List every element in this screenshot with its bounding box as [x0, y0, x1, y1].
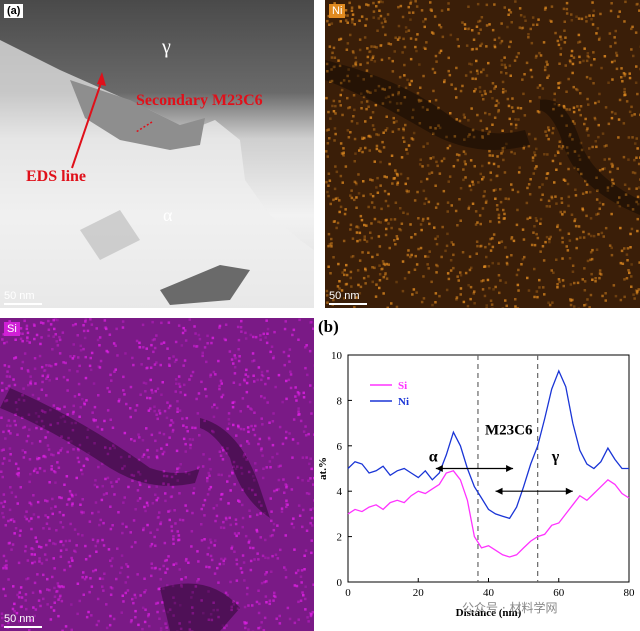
- y-tick-label: 0: [337, 577, 343, 589]
- y-tick-label: 6: [337, 441, 343, 453]
- gamma-region-arrow: [495, 487, 573, 495]
- tem-secondary-label: Secondary M23C6: [136, 92, 263, 109]
- si-tag: Si: [4, 322, 20, 336]
- tem-image: [0, 40, 314, 308]
- eds-profile-chart: (b) 0 20 40 60 80 0 2 4 6 8 10 Distance (nm) at.% Si Ni…: [314, 310, 640, 631]
- y-tick-label: 4: [337, 486, 343, 498]
- legend-label-ni: Ni: [398, 396, 409, 408]
- alpha-region-label: α: [429, 449, 438, 466]
- y-tick-label: 8: [337, 395, 343, 407]
- panel-b-label: (b): [318, 317, 339, 336]
- x-axis-label: Distance (nm): [456, 607, 522, 619]
- x-tick-label: 40: [483, 587, 495, 599]
- scale-bar-label-a: 50 nm: [4, 290, 35, 302]
- series-line-si: [347, 470, 630, 558]
- ni-tag: Ni: [329, 4, 346, 18]
- y-axis-label: at.%: [317, 457, 329, 480]
- ni-map: [325, 0, 640, 308]
- si-map-panel: Si 50 nm: [0, 318, 314, 631]
- alpha-region-arrow: [435, 465, 514, 472]
- gamma-region-label: γ: [551, 449, 560, 466]
- x-tick-label: 60: [553, 587, 565, 599]
- eds-arrow: [71, 72, 153, 169]
- chart-svg: (b) 0 20 40 60 80 0 2 4 6 8 10 Distance (nm) at.% Si Ni…: [317, 317, 636, 619]
- x-tick-label: 20: [413, 587, 425, 599]
- scale-bar-label-ni: 50 nm: [329, 290, 360, 302]
- si-map: [0, 318, 314, 631]
- tem-eds-line-label: EDS line: [26, 168, 87, 185]
- tem-gamma-label: γ: [162, 36, 171, 58]
- legend-label-si: Si: [398, 380, 407, 392]
- watermark: 公众号 · 材料学网: [462, 600, 557, 615]
- scale-bar-si: [4, 626, 42, 628]
- y-tick-label: 10: [331, 350, 343, 362]
- scale-bar-ni: [329, 303, 367, 305]
- scale-bar-label-si: 50 nm: [4, 613, 35, 625]
- x-tick-label: 0: [345, 587, 351, 599]
- tem-image-panel: (a) γ α Secondary M23C6 EDS line 50 nm: [0, 0, 314, 308]
- y-tick-label: 2: [337, 532, 343, 544]
- carbide-region-label: M23C6: [485, 422, 533, 438]
- ni-map-panel: Ni 50 nm: [325, 0, 640, 308]
- scale-bar-a: [4, 303, 42, 305]
- tem-alpha-label: α: [163, 205, 173, 225]
- series-line-ni: [347, 369, 629, 520]
- panel-a-label: (a): [4, 4, 24, 18]
- x-tick-label: 80: [624, 587, 636, 599]
